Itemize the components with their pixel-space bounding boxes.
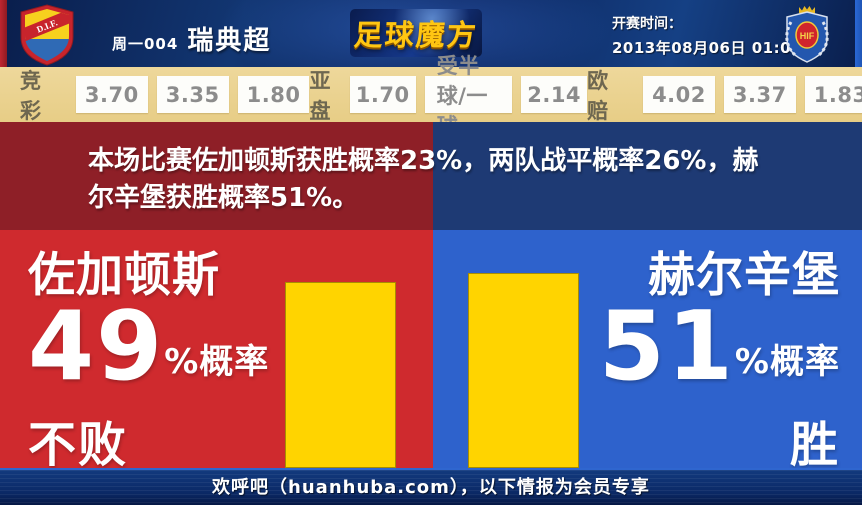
home-team-crest-dif-icon: D.I.F.: [17, 4, 77, 70]
summary-line-2: 尔辛堡获胜概率51%。: [88, 183, 359, 213]
odds-group-yapan: 亚盘 1.70 受半球/一球 2.14: [309, 54, 588, 138]
odds-value: 2.14: [521, 76, 588, 113]
odds-value: 1.83: [804, 76, 862, 113]
summary-line-1: 本场比赛佐加顿斯获胜概率23%，两队战平概率26%，赫: [88, 146, 759, 176]
home-team-name: 佐加顿斯: [28, 248, 220, 303]
kickoff-time: 2013年08月06日 01:05: [612, 39, 802, 57]
header-left-red-strip: [0, 0, 7, 67]
away-probability-number: 51: [598, 292, 735, 402]
summary-band-red-half: [0, 122, 433, 230]
home-probability-number: 49: [28, 292, 165, 402]
odds-value: 4.02: [643, 76, 715, 113]
hif-crest-text: HIF: [800, 31, 815, 41]
away-team-block: 赫尔辛堡 51%概率 胜: [599, 248, 840, 473]
summary-band: [0, 122, 862, 230]
home-team-block: 佐加顿斯 49%概率 不败: [28, 248, 270, 473]
away-team-crest-hif-icon: HIF: [780, 4, 834, 68]
odds-group-oupei: 欧赔 4.02 3.37 1.83: [587, 65, 862, 125]
odds-value: 3.37: [723, 76, 796, 113]
home-probability-bar: [285, 282, 396, 468]
league-name: 瑞典超: [187, 26, 272, 56]
odds-label-jingcai: 竞彩: [20, 68, 43, 123]
odds-label-oupei: 欧赔: [587, 68, 611, 123]
kickoff-label: 开赛时间：: [612, 16, 682, 32]
footer-bar: 欢呼吧（huanhuba.com），以下情报为会员专享: [0, 468, 862, 505]
away-probability-suffix: %概率: [734, 342, 840, 382]
match-code: 周一004: [112, 35, 179, 53]
away-outcome-label: 胜: [789, 417, 840, 473]
odds-label-yapan: 亚盘: [309, 68, 333, 123]
summary-band-blue-half: [433, 122, 862, 230]
odds-handicap-value: 受半球/一球: [424, 54, 513, 138]
away-team-probability: 51%概率: [599, 300, 840, 416]
odds-value: 1.80: [237, 76, 310, 113]
away-team-name: 赫尔辛堡: [648, 248, 840, 303]
home-team-probability: 49%概率: [28, 300, 270, 416]
match-probability-summary: 本场比赛佐加顿斯获胜概率23%，两队战平概率26%，赫 尔辛堡获胜概率51%。: [88, 143, 818, 217]
odds-value: 3.35: [156, 76, 229, 113]
home-outcome-label: 不败: [28, 417, 129, 473]
odds-group-jingcai: 竞彩 3.70 3.35 1.80: [20, 65, 310, 125]
header-bar: D.I.F. 周一004 瑞典超 足球魔方 开赛时间： 2013年08月06日 …: [0, 0, 862, 67]
match-title: 周一004 瑞典超: [112, 20, 271, 57]
away-probability-bar: [468, 273, 579, 468]
odds-value: 1.70: [349, 76, 416, 113]
odds-bar: 竞彩 3.70 3.35 1.80 亚盘 1.70 受半球/一球 2.14 欧赔…: [0, 54, 862, 138]
site-logo-text: 足球魔方: [352, 18, 480, 52]
kickoff-info: 开赛时间： 2013年08月06日 01:05: [612, 13, 802, 58]
odds-value: 3.70: [75, 76, 148, 113]
header-right-blue-strip: [855, 0, 862, 67]
home-probability-suffix: %概率: [164, 342, 270, 382]
site-logo-panel: 足球魔方: [350, 9, 482, 57]
footer-promo-text: 欢呼吧（huanhuba.com），以下情报为会员专享: [212, 477, 650, 498]
